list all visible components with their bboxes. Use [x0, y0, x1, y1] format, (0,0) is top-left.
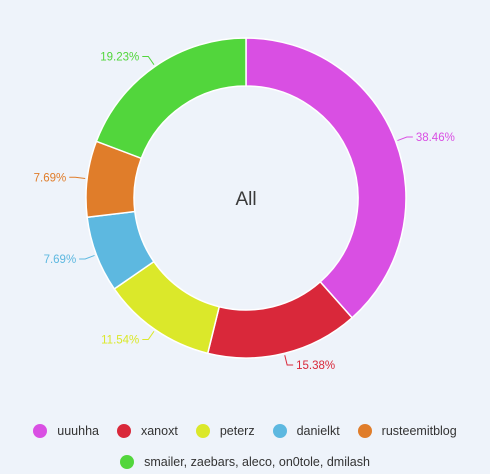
legend-row-1: uuuhha xanoxt peterz danielkt rusteemitblog [0, 424, 490, 438]
legend-item[interactable]: peterz [195, 424, 255, 438]
percentage-label: 19.23% [100, 51, 139, 63]
center-label: All [235, 189, 256, 210]
legend-marker-icon [195, 424, 210, 438]
slice-uuuhha[interactable] [245, 37, 407, 319]
legend-marker-icon [357, 424, 372, 438]
percentage-labels-group: 38.46% 15.38% 11.54% 7.69% 7.69% 19.23% [34, 51, 455, 372]
leader-line [142, 55, 155, 65]
legend-label: smailer, zaebars, aleco, on0tole, dmilas… [144, 455, 370, 469]
leader-lines-group [69, 55, 413, 366]
legend-item[interactable]: rusteemitblog [357, 424, 457, 438]
slice-smailer[interactable] [95, 37, 247, 160]
legend-marker-icon [120, 455, 135, 469]
leader-line [69, 176, 86, 179]
legend-marker-icon [33, 424, 48, 438]
donut-chart: 38.46% 15.38% 11.54% 7.69% 7.69% 19.23% All [34, 37, 455, 372]
leader-line [79, 254, 95, 260]
percentage-label: 7.69% [44, 254, 77, 266]
legend-marker-icon [116, 424, 131, 438]
legend-label: danielkt [296, 424, 340, 438]
slices-group [85, 37, 407, 359]
legend-marker-icon [272, 424, 287, 438]
percentage-label: 11.54% [101, 335, 139, 347]
legend-item[interactable]: uuuhha [33, 424, 99, 438]
percentage-label: 7.69% [34, 172, 67, 184]
legend-item[interactable]: danielkt [272, 424, 340, 438]
legend-label: xanoxt [140, 424, 178, 438]
legend-label: uuuhha [57, 424, 99, 438]
legend-row-2: smailer, zaebars, aleco, on0tole, dmilas… [0, 455, 490, 469]
slice-xanoxt[interactable] [206, 280, 354, 359]
legend-item[interactable]: smailer, zaebars, aleco, on0tole, dmilas… [120, 455, 370, 469]
legend-item[interactable]: xanoxt [116, 424, 178, 438]
legend-label: rusteemitblog [381, 424, 457, 438]
leader-line [142, 331, 155, 341]
leader-line [397, 136, 413, 142]
percentage-label: 15.38% [296, 360, 335, 372]
legend-label: peterz [219, 424, 255, 438]
percentage-label: 38.46% [416, 132, 455, 144]
leader-line [284, 355, 294, 366]
